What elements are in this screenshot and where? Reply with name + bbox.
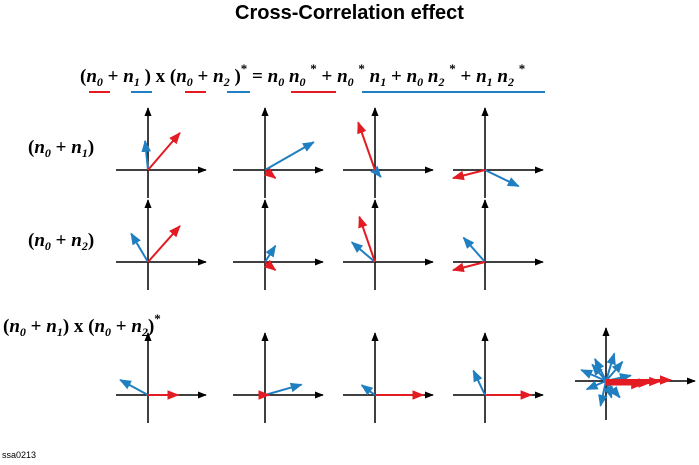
equation: (n0 + n1 ) x (n0 + n2 )* = n0 n0 * + n0 … xyxy=(80,57,545,93)
summary-blue-vector xyxy=(591,363,607,382)
blue-vector xyxy=(484,169,520,188)
blue-vector xyxy=(370,165,382,178)
summary-blue-vector xyxy=(605,360,624,382)
red-vector xyxy=(147,131,181,171)
blue-vector xyxy=(264,244,277,263)
vector-plots xyxy=(116,107,544,423)
page-title: Cross-Correlation effect xyxy=(235,2,464,24)
blue-vector xyxy=(462,236,486,263)
svg-text:(n0 + n1): (n0 + n1) xyxy=(28,137,94,160)
red-vector xyxy=(358,215,376,263)
red-vector xyxy=(147,225,181,263)
svg-text:(n0 + n1) x (n0 + n2)*: (n0 + n1) x (n0 + n2)* xyxy=(3,311,161,339)
summary-blue-vector xyxy=(605,352,616,382)
vector-plot-r2-c2 xyxy=(233,199,324,290)
row-label-2: (n0 + n2) xyxy=(28,230,94,253)
blue-vector xyxy=(264,382,303,396)
vector-plot-r1-c1 xyxy=(116,107,207,198)
blue-vector xyxy=(130,232,149,263)
vector-plot-r3-c2 xyxy=(233,332,324,423)
blue-vector xyxy=(360,384,376,396)
vector-plot-r1-c2 xyxy=(233,107,324,198)
vector-plot-r3-c1 xyxy=(116,332,207,423)
summary-plot xyxy=(575,327,696,420)
row-label-3: (n0 + n1) x (n0 + n2)* xyxy=(3,311,161,339)
vector-plot-r2-c4 xyxy=(451,199,544,290)
summary-blue-vector xyxy=(598,380,608,407)
vector-plot-r3-c4 xyxy=(453,332,544,423)
red-vector xyxy=(451,261,486,273)
svg-text:(n0 + n1 ) x (n0: (n0 + n1 ) x (n0 + n2 )* = n0 n0 * + n0 … xyxy=(80,57,525,91)
vector-plot-r3-c3 xyxy=(343,332,434,423)
vector-plot-r2-c1 xyxy=(116,199,207,290)
row-label-1: (n0 + n1) xyxy=(28,137,94,160)
vector-plot-r1-c4 xyxy=(451,107,544,198)
blue-vector xyxy=(119,379,149,396)
blue-vector xyxy=(264,141,315,171)
red-vector xyxy=(357,121,376,171)
vector-plot-r2-c3 xyxy=(343,199,434,290)
red-vector xyxy=(451,169,486,181)
vector-plot-r1-c3 xyxy=(343,107,434,198)
svg-text:(n0 + n2): (n0 + n2) xyxy=(28,230,94,253)
footer-code: ssa0213 xyxy=(2,450,37,460)
red-vector xyxy=(263,167,277,179)
summary-blue-vector xyxy=(585,380,607,391)
red-vector xyxy=(263,259,277,271)
blue-vector xyxy=(472,369,486,396)
blue-vector xyxy=(141,139,151,171)
blue-vector xyxy=(350,241,376,263)
